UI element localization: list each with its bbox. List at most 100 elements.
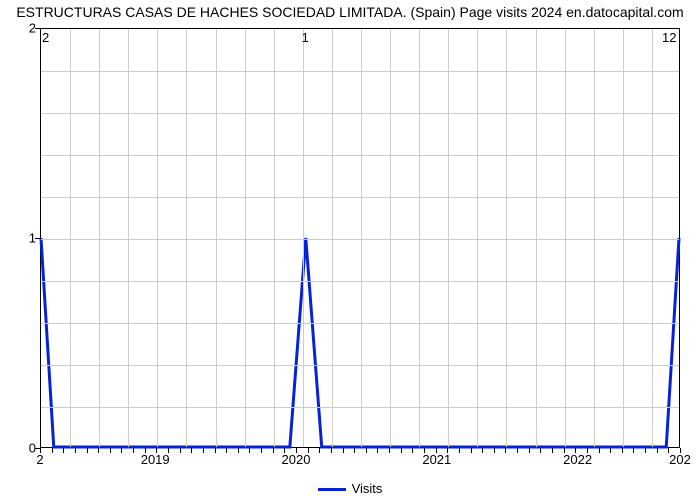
x-tick-mark (575, 448, 576, 453)
grid-v-line (536, 29, 537, 447)
chart-container: ESTRUCTURAS CASAS DE HACHES SOCIEDAD LIM… (0, 0, 700, 500)
grid-v-line (245, 29, 246, 447)
grid-v-line (99, 29, 100, 447)
grid-h-line (41, 323, 679, 324)
x-tick-mark (459, 448, 460, 453)
grid-h-line (41, 365, 679, 366)
x-tick-label-bottom: 2021 (422, 452, 451, 467)
legend-swatch (318, 488, 346, 491)
x-tick-mark (145, 448, 146, 453)
x-tick-mark (494, 448, 495, 453)
x-tick-mark (505, 448, 506, 453)
grid-v-line (70, 29, 71, 447)
legend-label: Visits (352, 481, 383, 496)
y-tick-label: 1 (6, 231, 36, 246)
x-tick-mark (87, 448, 88, 453)
x-tick-mark (63, 448, 64, 453)
x-tick-mark (657, 448, 658, 453)
x-tick-mark (564, 448, 565, 453)
y-tick-mark (35, 28, 40, 29)
x-tick-mark (52, 448, 53, 453)
x-tick-mark (319, 448, 320, 453)
grid-v-line (477, 29, 478, 447)
x-tick-mark (98, 448, 99, 453)
x-tick-mark (261, 448, 262, 453)
x-tick-mark (133, 448, 134, 453)
x-tick-mark (622, 448, 623, 453)
x-tick-mark (191, 448, 192, 453)
grid-v-line (594, 29, 595, 447)
grid-v-line (303, 29, 304, 447)
x-tick-mark (401, 448, 402, 453)
grid-v-line (652, 29, 653, 447)
x-tick-label-bottom: 202 (669, 452, 691, 467)
y-tick-label: 0 (6, 441, 36, 456)
grid-v-line (448, 29, 449, 447)
plot-area (40, 28, 680, 448)
x-tick-label-top: 12 (662, 30, 676, 45)
visits-polyline (41, 238, 679, 447)
x-tick-mark (331, 448, 332, 453)
y-tick-label: 2 (6, 21, 36, 36)
x-tick-mark (40, 448, 41, 453)
visits-line (41, 29, 679, 447)
x-tick-mark (436, 448, 437, 453)
x-tick-mark (284, 448, 285, 453)
x-tick-mark (552, 448, 553, 453)
legend: Visits (0, 481, 700, 496)
grid-v-line (157, 29, 158, 447)
grid-v-line (216, 29, 217, 447)
x-tick-mark (633, 448, 634, 453)
grid-v-line (128, 29, 129, 447)
x-tick-mark (389, 448, 390, 453)
x-tick-mark (203, 448, 204, 453)
x-tick-label-bottom: 2019 (141, 452, 170, 467)
x-tick-mark (668, 448, 669, 453)
x-tick-mark (540, 448, 541, 453)
grid-h-line (41, 197, 679, 198)
x-tick-mark (680, 448, 681, 453)
x-tick-mark (412, 448, 413, 453)
grid-h-line (41, 281, 679, 282)
chart-title: ESTRUCTURAS CASAS DE HACHES SOCIEDAD LIM… (0, 4, 700, 20)
x-tick-mark (645, 448, 646, 453)
x-tick-mark (529, 448, 530, 453)
x-tick-mark (238, 448, 239, 453)
x-tick-mark (447, 448, 448, 453)
x-tick-label-bottom: 2 (36, 452, 43, 467)
grid-h-line (41, 407, 679, 408)
x-tick-mark (273, 448, 274, 453)
x-tick-mark (343, 448, 344, 453)
x-tick-mark (587, 448, 588, 453)
x-tick-label-top: 2 (42, 30, 49, 45)
x-tick-mark (517, 448, 518, 453)
x-tick-mark (110, 448, 111, 453)
grid-v-line (506, 29, 507, 447)
x-tick-mark (354, 448, 355, 453)
grid-v-line (390, 29, 391, 447)
grid-v-line (361, 29, 362, 447)
y-tick-mark (35, 238, 40, 239)
x-tick-mark (75, 448, 76, 453)
x-tick-mark (121, 448, 122, 453)
grid-v-line (186, 29, 187, 447)
x-tick-mark (296, 448, 297, 453)
x-tick-mark (156, 448, 157, 453)
x-tick-mark (308, 448, 309, 453)
grid-h-line (41, 239, 679, 240)
x-tick-label-bottom: 2020 (282, 452, 311, 467)
x-tick-mark (226, 448, 227, 453)
x-tick-mark (377, 448, 378, 453)
x-tick-mark (610, 448, 611, 453)
x-tick-mark (482, 448, 483, 453)
grid-h-line (41, 71, 679, 72)
x-tick-label-top: 1 (302, 30, 309, 45)
x-tick-mark (180, 448, 181, 453)
grid-h-line (41, 113, 679, 114)
x-tick-mark (471, 448, 472, 453)
x-tick-mark (249, 448, 250, 453)
grid-v-line (274, 29, 275, 447)
x-tick-label-bottom: 2022 (563, 452, 592, 467)
x-tick-mark (599, 448, 600, 453)
grid-v-line (623, 29, 624, 447)
